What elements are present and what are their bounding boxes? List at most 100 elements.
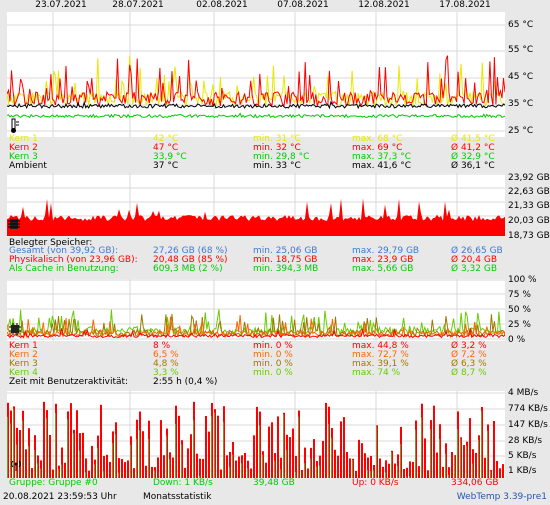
cpu-chart — [7, 279, 505, 341]
row-label: Kern 1 — [9, 134, 38, 144]
network-down-bar — [274, 460, 275, 478]
mem-row-gesamt: Gesamt (von 39,92 GB): 27,26 GB (68 %) m… — [9, 247, 549, 256]
mem-y-label: 20,03 GB — [508, 216, 550, 226]
net-row-gruppe: Gruppe: Gruppe #0 Down: 1 KB/s 39,48 GB … — [9, 479, 549, 488]
cpu-y-label: 25 % — [508, 320, 531, 330]
net-y-label: 28 KB/s — [508, 436, 543, 446]
network-down-bar — [454, 455, 455, 478]
row-label: Als Cache in Benutzung: — [9, 264, 119, 274]
memory-stats: Gesamt (von 39,92 GB): 27,26 GB (68 %) m… — [9, 247, 549, 274]
network-down-bar — [148, 439, 149, 478]
network-down-bar — [460, 438, 461, 478]
network-down-bar — [46, 418, 47, 478]
network-down-bar — [466, 445, 467, 478]
network-up-bar — [31, 468, 33, 478]
network-up-bar — [469, 418, 471, 478]
row-label: Ambient — [9, 161, 47, 171]
network-up-bar — [358, 439, 360, 478]
network-up-bar — [124, 462, 126, 478]
date-axis: 23.07.2021 28.07.2021 02.08.2021 07.08.2… — [8, 0, 504, 12]
temp-trace-kern2 — [7, 55, 505, 108]
mem-row-physikalisch: Physikalisch (von 23,96 GB): 20,48 GB (8… — [9, 256, 549, 265]
cpu-y-label: 50 % — [508, 305, 531, 315]
network-up-bar — [436, 452, 438, 478]
network-down-bar — [490, 470, 491, 478]
temperature-plot — [7, 12, 505, 137]
network-up-bar — [235, 460, 237, 478]
temp-row-kern1: Kern 1 42 °C min. 31 °C max. 68 °C Ø 41,… — [9, 135, 549, 144]
network-down-bar — [223, 422, 224, 478]
network-up-bar — [133, 468, 135, 478]
row-avg: Ø 3,32 GB — [451, 264, 497, 274]
network-down-bar — [247, 468, 248, 478]
network-up-bar — [355, 471, 357, 478]
view-mode-link[interactable]: Monatsstatistik — [143, 492, 212, 502]
mem-y-label: 18,73 GB — [508, 231, 550, 241]
network-up-bar — [100, 404, 102, 478]
network-up-bar — [433, 405, 435, 478]
network-down-bar — [136, 439, 137, 478]
network-down-bar — [310, 458, 311, 478]
network-down-bar — [154, 470, 155, 478]
row-min: min. 29,8 °C — [253, 152, 310, 162]
network-up-bar — [379, 458, 381, 478]
network-up-bar — [226, 455, 228, 478]
network-down-bar — [445, 453, 446, 478]
network-up-bar — [484, 457, 486, 478]
network-up-bar — [160, 420, 162, 478]
row-label: Kern 1 — [9, 341, 38, 351]
network-down-bar — [61, 464, 62, 478]
network-down-bar — [112, 443, 113, 478]
network-up-bar — [157, 457, 159, 478]
network-up-bar — [205, 416, 207, 478]
date-label: 23.07.2021 — [35, 0, 87, 10]
network-up-bar — [418, 466, 420, 478]
row-max: max. 41,6 °C — [352, 161, 412, 171]
cpu-trace-kern1 — [7, 327, 505, 339]
network-down-bar — [319, 465, 320, 478]
network-down-bar — [406, 476, 407, 478]
network-up-bar — [238, 456, 240, 478]
network-down-bar — [58, 469, 59, 478]
row-label: Kern 3 — [9, 359, 38, 369]
network-down-bar — [229, 466, 230, 478]
network-up-bar — [121, 458, 123, 478]
row-down-avg: 39,48 GB — [253, 478, 295, 488]
row-now: 3,3 % — [153, 368, 179, 378]
network-stats: Gruppe: Gruppe #0 Down: 1 KB/s 39,48 GB … — [9, 479, 549, 488]
network-up-bar — [370, 456, 372, 478]
network-up-bar — [325, 402, 327, 478]
memory-chip-icon — [8, 216, 20, 235]
row-min: min. 0 % — [253, 359, 293, 369]
network-up-bar — [253, 435, 255, 478]
network-up-bar — [451, 452, 453, 478]
network-up-bar — [388, 463, 390, 478]
row-min: min. 32 °C — [253, 143, 301, 153]
network-up-bar — [268, 426, 270, 478]
date-label: 28.07.2021 — [112, 0, 164, 10]
row-min: min. 0 % — [253, 368, 293, 378]
network-down-bar — [73, 433, 74, 478]
row-label: Kern 4 — [9, 368, 38, 378]
memory-title: Belegter Speicher: — [9, 238, 93, 248]
row-avg: Ø 3,2 % — [451, 341, 487, 351]
row-label: Kern 2 — [9, 350, 38, 360]
network-down-bar — [286, 449, 287, 478]
temp-y-label: 65 °C — [508, 20, 534, 30]
app-version-link[interactable]: WebTemp 3.39-pre1 — [456, 492, 547, 502]
network-up-bar — [64, 462, 66, 478]
row-avg: Ø 32,9 °C — [451, 152, 495, 162]
temp-trace-ambient — [7, 100, 505, 110]
network-down-bar — [55, 413, 56, 478]
network-up-bar — [70, 403, 72, 478]
network-up-bar — [265, 462, 267, 478]
network-down-bar — [139, 430, 140, 478]
row-label: Kern 2 — [9, 143, 38, 153]
network-up-bar — [475, 452, 477, 478]
network-up-bar — [145, 465, 147, 478]
network-up-bar — [337, 455, 339, 478]
network-up-bar — [190, 434, 192, 478]
network-up-bar — [82, 432, 84, 478]
network-up-bar — [49, 435, 51, 478]
thermometer-icon — [8, 118, 20, 137]
